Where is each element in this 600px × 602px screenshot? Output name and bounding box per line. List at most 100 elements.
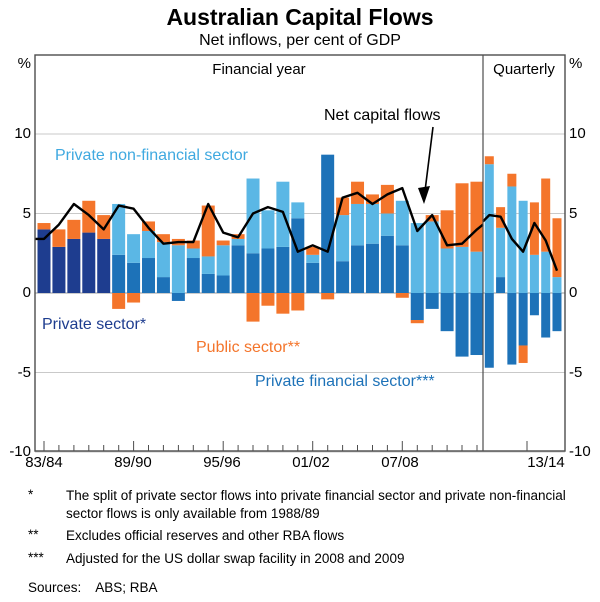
annual-bar-segment	[261, 210, 275, 249]
annual-bar-segment	[246, 253, 260, 293]
label-net-capital-flows: Net capital flows	[324, 107, 441, 124]
annual-bar-segment	[291, 202, 305, 219]
annual-bar-segment	[321, 154, 335, 293]
annual-bar-segment	[52, 246, 66, 293]
annual-bar-segment	[470, 251, 484, 293]
annual-bar-segment	[440, 293, 454, 332]
footnote-text: Excludes official reserves and other RBA…	[66, 528, 345, 544]
annual-bar-segment	[455, 183, 469, 247]
annual-bar-segment	[142, 258, 156, 293]
quarterly-bar-segment	[552, 277, 562, 293]
annual-bar-segment	[216, 240, 230, 246]
annual-bar-segment	[395, 200, 409, 246]
annual-bar-segment	[246, 293, 260, 322]
sources-value: ABS; RBA	[95, 580, 158, 595]
annual-bar-segment	[201, 273, 215, 293]
net-capital-flows-line-quarterly	[482, 213, 559, 272]
annual-bar-segment	[336, 215, 350, 262]
annual-bar-segment	[186, 240, 200, 249]
footnote-marker: **	[28, 527, 39, 543]
label-private-sector: Private sector*	[42, 316, 147, 333]
annual-bar-segment	[306, 254, 320, 263]
footnote-text: Adjusted for the US dollar swap facility…	[66, 550, 405, 566]
quarterly-bar-segment	[496, 227, 506, 278]
x-axis-label: 83/84	[25, 454, 63, 471]
annual-bar-segment	[186, 258, 200, 293]
annual-bar-segment	[470, 293, 484, 356]
quarterly-bar-segment	[518, 293, 528, 346]
annual-bar-segment	[186, 248, 200, 259]
annual-bar-segment	[82, 232, 96, 293]
footnote-row: *** Adjusted for the US dollar swap facil…	[28, 550, 584, 568]
chart-title: Australian Capital Flows	[166, 4, 434, 30]
annual-bar-segment	[336, 261, 350, 293]
label-private-non-financial-sector: Private non-financial sector	[55, 147, 248, 164]
annual-bar-segment	[142, 230, 156, 259]
annual-bar-segment	[97, 215, 111, 239]
chart-subtitle: Net inflows, per cent of GDP	[199, 32, 401, 49]
panel-label-financial-year: Financial year	[212, 61, 306, 78]
annual-bar-segment	[351, 245, 365, 293]
label-public-sector: Public sector**	[196, 339, 301, 356]
annual-bar-segment	[171, 293, 185, 301]
annual-bar-segment	[201, 256, 215, 274]
y-axis-tick-label-right: -5	[569, 363, 583, 381]
annual-bar-segment	[112, 293, 126, 309]
annual-bar-segment	[380, 213, 394, 236]
annual-bar-segment	[291, 293, 305, 311]
quarterly-bar-segment	[518, 345, 528, 363]
sources-line: Sources: ABS; RBA	[28, 580, 158, 595]
quarterly-bar-segment	[529, 293, 539, 316]
quarterly-bar-segment	[541, 178, 551, 252]
label-private-financial-sector: Private financial sector***	[255, 373, 435, 390]
annual-bar-segment	[112, 254, 126, 293]
annual-bar-segment	[380, 235, 394, 293]
annual-bar-segment	[156, 277, 170, 293]
annual-bar-segment	[291, 218, 305, 293]
quarterly-bar-segment	[529, 202, 539, 255]
annual-bar-segment	[380, 184, 394, 214]
quarterly-bar-segment	[518, 200, 528, 293]
y-axis-tick-label-right: 5	[569, 204, 578, 222]
quarterly-bar-segment	[552, 293, 562, 332]
y-axis-unit-right: %	[569, 55, 583, 72]
annual-bar-segment	[127, 234, 141, 263]
quarterly-bar-segment	[484, 293, 494, 368]
y-axis-tick-label-right: 10	[569, 125, 586, 142]
annual-bar-segment	[37, 229, 51, 293]
chart-plot-svg	[34, 54, 566, 453]
footnote-row: * The split of private sector flows into …	[28, 487, 584, 522]
quarterly-bar-segment	[484, 164, 494, 293]
y-axis-tick-label-left: 5	[22, 204, 31, 222]
annual-bar-segment	[425, 221, 439, 293]
sources-label: Sources:	[28, 580, 82, 595]
annual-bar-segment	[410, 320, 424, 324]
footnotes: * The split of private sector flows into …	[28, 487, 584, 572]
annual-bar-segment	[365, 203, 379, 244]
quarterly-bar-segment	[552, 218, 562, 278]
annual-bar-segment	[410, 293, 424, 321]
annual-bar-segment	[365, 243, 379, 293]
annual-bar-segment	[410, 223, 424, 293]
x-axis-label: 01/02	[292, 454, 330, 471]
annual-bar-segment	[156, 242, 170, 278]
annual-bar-segment	[201, 205, 215, 257]
annual-bar-segment	[440, 248, 454, 293]
annual-bar-segment	[67, 219, 81, 239]
panel-label-quarterly: Quarterly	[493, 61, 555, 78]
quarterly-bar-segment	[541, 251, 551, 293]
net-flows-arrow-line	[424, 126, 434, 192]
annual-bar-segment	[276, 293, 290, 314]
annual-bar-segment	[261, 293, 275, 306]
quarterly-bar-segment	[507, 173, 517, 187]
annual-bar-segment	[112, 203, 126, 255]
quarterly-bar-segment	[529, 254, 539, 293]
y-axis-tick-label-left: -10	[9, 443, 31, 460]
annual-bar-segment	[246, 178, 260, 254]
quarterly-bar-segment	[496, 277, 506, 293]
annual-bar-segment	[306, 246, 320, 255]
annual-bar-segment	[67, 238, 81, 293]
y-axis-tick-label-right: 0	[569, 284, 578, 301]
footnote-marker: ***	[28, 549, 44, 565]
